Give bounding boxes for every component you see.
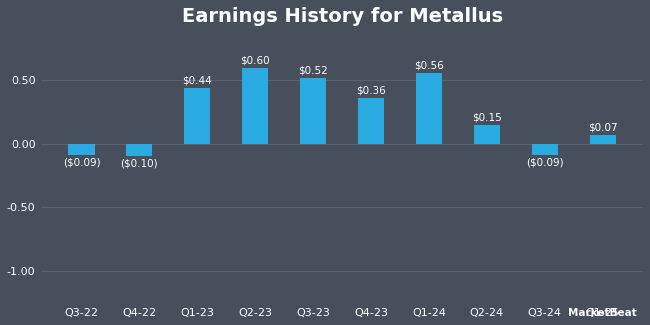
Text: $0.52: $0.52: [298, 65, 328, 75]
Bar: [126, 144, 153, 156]
Title: Earnings History for Metallus: Earnings History for Metallus: [181, 7, 502, 26]
Bar: [532, 144, 558, 155]
Text: $0.07: $0.07: [588, 123, 618, 133]
Text: $0.60: $0.60: [240, 55, 270, 65]
Bar: [590, 135, 616, 144]
Text: $0.56: $0.56: [414, 60, 444, 71]
Text: ($0.09): ($0.09): [526, 158, 564, 167]
Bar: [68, 144, 94, 155]
Text: MarketBeat: MarketBeat: [568, 308, 637, 318]
Text: $0.36: $0.36: [356, 86, 386, 96]
Text: ($0.09): ($0.09): [62, 158, 100, 167]
Bar: [474, 125, 500, 144]
Bar: [242, 68, 268, 144]
Text: $0.15: $0.15: [472, 112, 502, 123]
Text: ($0.10): ($0.10): [121, 159, 158, 169]
Bar: [416, 73, 442, 144]
Bar: [185, 88, 211, 144]
Text: $0.44: $0.44: [183, 76, 212, 85]
Bar: [358, 98, 384, 144]
Bar: [300, 78, 326, 144]
